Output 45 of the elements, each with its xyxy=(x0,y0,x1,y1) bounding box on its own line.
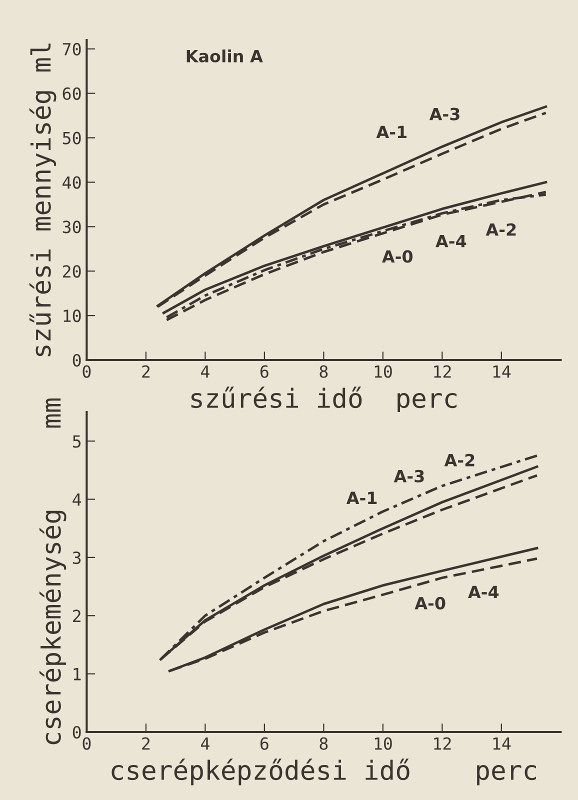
x-axis-title: cserépképződési idő perc xyxy=(112,758,536,786)
x-tick-label: 4 xyxy=(201,737,210,750)
y-tick-label: 20 xyxy=(63,265,81,278)
x-tick-label: 6 xyxy=(260,365,268,378)
x-tick-label: 14 xyxy=(493,365,511,378)
annotation: A-2 xyxy=(486,223,516,236)
y-tick-label: 0 xyxy=(72,354,81,367)
y-tick-label: 60 xyxy=(62,87,81,100)
x-tick-label: 8 xyxy=(320,365,328,378)
annotation: A-3 xyxy=(429,108,460,120)
y-tick-label: 40 xyxy=(62,176,81,189)
x-tick-label: 4 xyxy=(201,365,210,378)
x-tick-label: 2 xyxy=(142,737,150,750)
y-tick-label: 70 xyxy=(62,42,81,56)
y-tick-label: 0 xyxy=(72,726,81,739)
x-tick-label: 12 xyxy=(434,365,451,378)
x-tick-label: 14 xyxy=(493,737,511,750)
annotation: A-1 xyxy=(346,492,377,504)
annotation: A-4 xyxy=(436,235,466,248)
y-tick-label: 4 xyxy=(72,494,82,506)
y-tick-label: 5 xyxy=(72,435,81,448)
x-tick-label: 12 xyxy=(434,737,451,750)
y-tick-label: 10 xyxy=(64,310,81,322)
annotation: A-0 xyxy=(414,596,446,610)
x-tick-label: 8 xyxy=(320,737,328,750)
x-tick-label: 10 xyxy=(374,737,392,750)
y-tick-label: 30 xyxy=(62,220,81,234)
annotation: A-3 xyxy=(394,470,424,482)
y-tick-label: 2 xyxy=(73,610,80,622)
y-tick-label: 1 xyxy=(74,668,81,680)
y-axis-title: szűrési mennyiség ml xyxy=(29,44,56,356)
annotation: A-2 xyxy=(444,454,474,466)
annotation: A-1 xyxy=(376,126,406,138)
y-tick-label: 50 xyxy=(62,132,81,144)
annotation: A-4 xyxy=(468,586,499,598)
annotation: A-0 xyxy=(382,250,413,263)
x-tick-label: 2 xyxy=(142,365,150,378)
x-tick-label: 0 xyxy=(82,737,91,750)
x-tick-label: 0 xyxy=(82,365,91,378)
x-axis-title: szűrési idő perc xyxy=(191,386,457,414)
x-tick-label: 6 xyxy=(260,737,268,750)
y-tick-label: 3 xyxy=(72,551,81,564)
x-tick-label: 10 xyxy=(374,365,392,378)
annotation: Kaolin A xyxy=(186,50,263,62)
y-axis-title: cserépkeménység mm xyxy=(39,398,66,744)
